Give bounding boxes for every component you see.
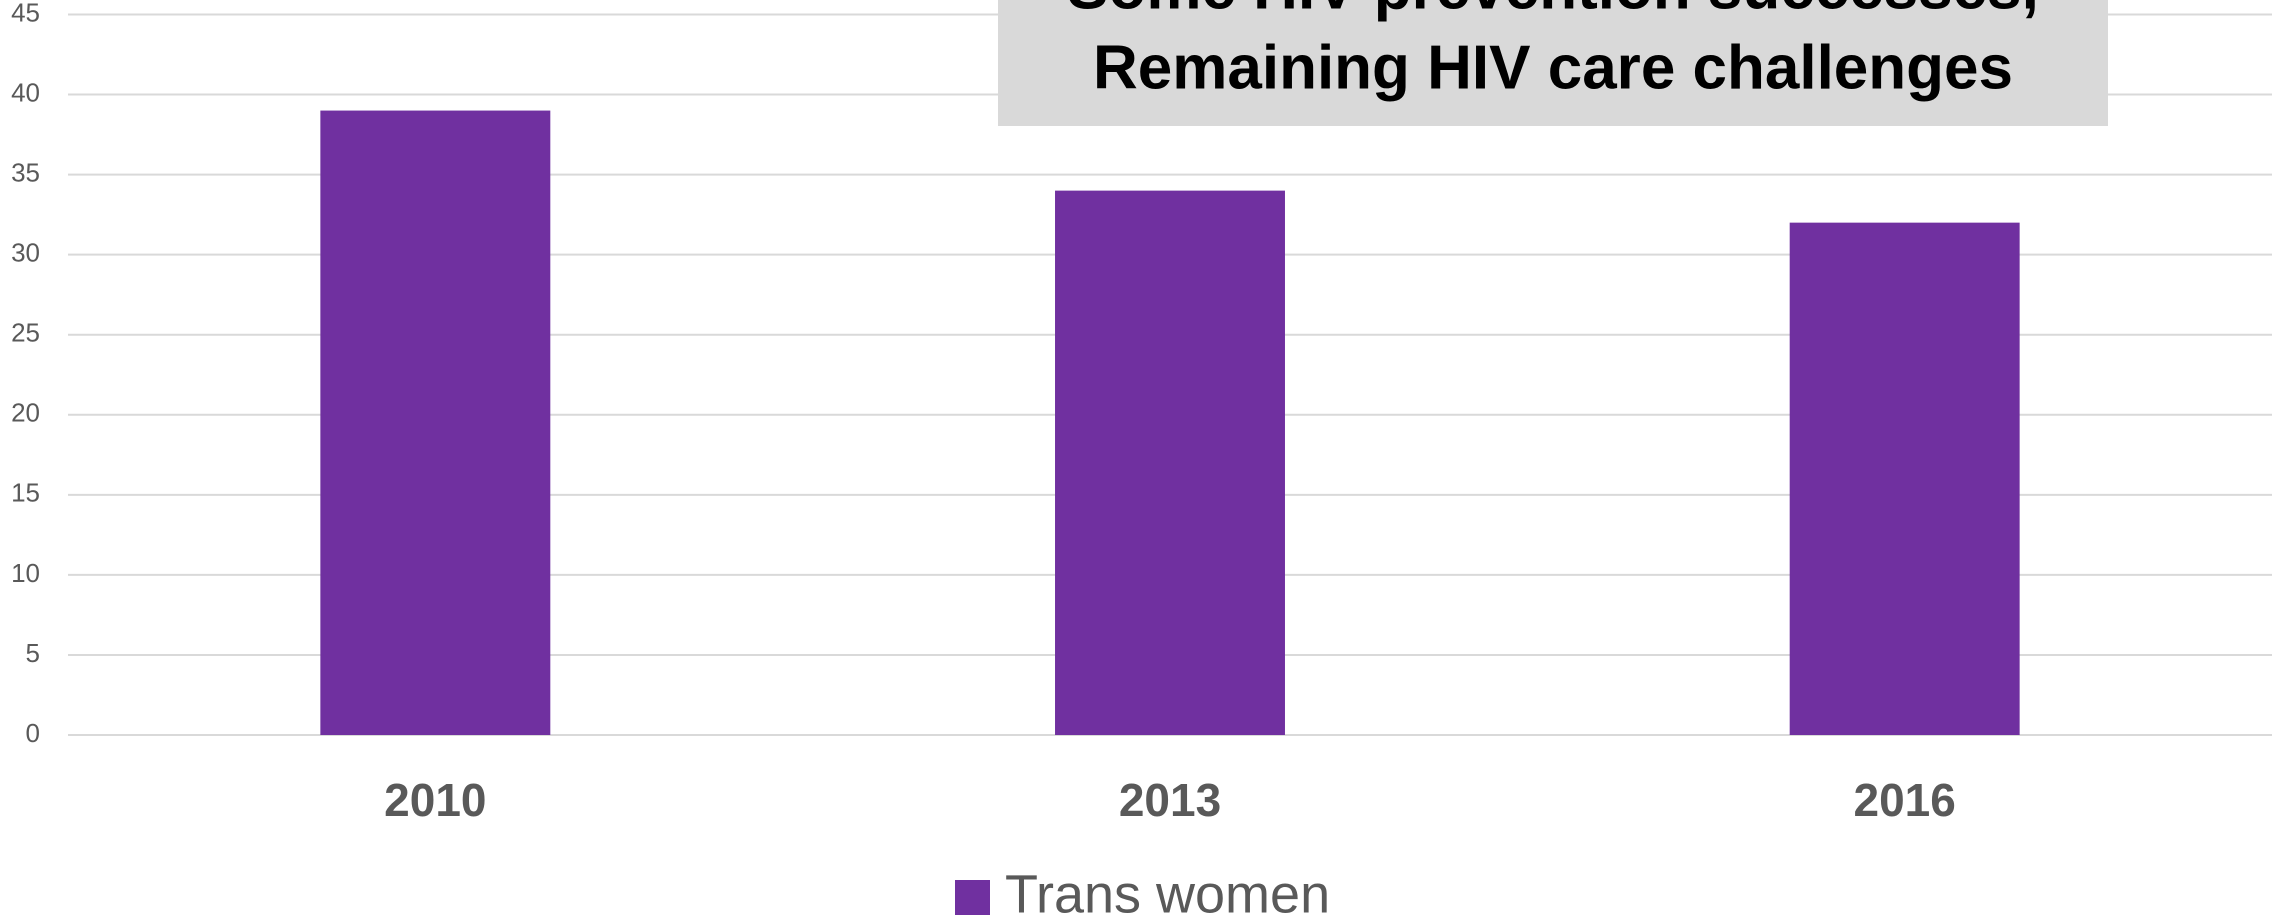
x-tick-label: 2010 [384,774,486,826]
chart-title: Remaining HIV care challenges [1093,33,2013,102]
y-tick-label: 30 [11,238,40,268]
y-tick-label: 35 [11,157,40,187]
bar [1055,190,1285,736]
y-tick-label: 5 [26,638,40,668]
bar [1789,222,2020,736]
y-tick-label: 15 [11,478,40,508]
legend-swatch [955,880,990,915]
x-tick-label: 2016 [1853,774,1955,826]
x-tick-label: 2013 [1119,774,1221,826]
bar [320,110,551,736]
chart-title: Some HIV prevention successes, [1067,0,2039,22]
title-box [998,0,2108,126]
y-tick-label: 10 [11,558,40,588]
legend-label: Trans women [1005,864,1330,923]
y-tick-label: 25 [11,318,40,348]
y-tick-label: 45 [11,0,40,27]
y-tick-label: 40 [11,77,40,107]
y-tick-label: 0 [26,718,40,748]
y-tick-label: 20 [11,398,40,428]
